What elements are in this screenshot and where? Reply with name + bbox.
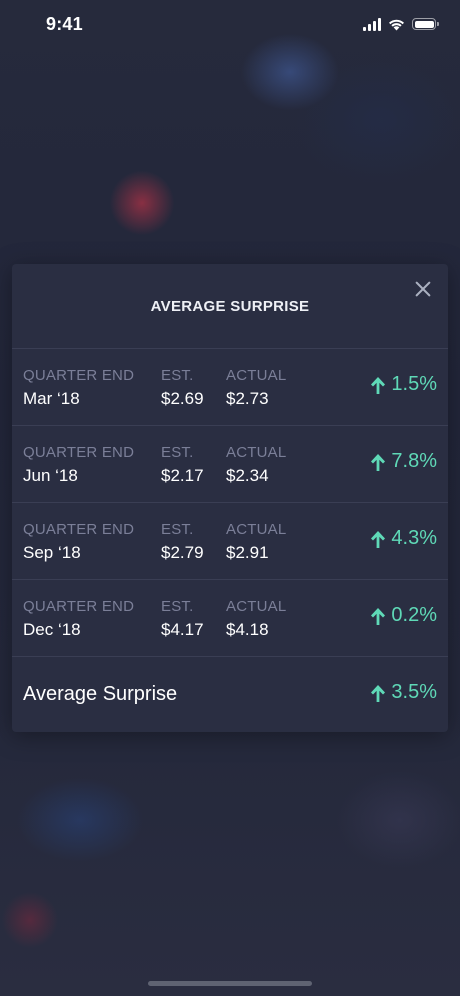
table-row: QUARTER END EST. ACTUAL Dec ‘18 $4.17 $4… <box>12 580 448 657</box>
est-label: EST. <box>161 521 194 538</box>
arrow-up-icon <box>371 684 386 702</box>
surprise-value: 0.2% <box>369 604 437 627</box>
sheet-header: AVERAGE SURPRISE <box>12 264 448 349</box>
quarter-end-label: QUARTER END <box>23 598 135 615</box>
est-label: EST. <box>161 598 194 615</box>
quarter-value: Jun ‘18 <box>23 466 78 485</box>
table-row: QUARTER END EST. ACTUAL Jun ‘18 $2.17 $2… <box>12 426 448 503</box>
status-bar: 9:41 <box>0 0 460 48</box>
arrow-up-icon <box>371 453 386 471</box>
average-surprise-row: Average Surprise 3.5% <box>12 657 448 733</box>
surprise-value: 4.3% <box>369 527 437 550</box>
arrow-up-icon <box>371 607 386 625</box>
actual-value: $4.18 <box>226 620 269 639</box>
surprise-percent: 1.5% <box>391 373 437 395</box>
average-surprise-percent: 3.5% <box>391 681 437 703</box>
average-surprise-sheet: AVERAGE SURPRISE QUARTER END EST. ACTUAL… <box>12 264 448 732</box>
sheet-title: AVERAGE SURPRISE <box>150 298 310 315</box>
actual-value: $2.34 <box>226 466 269 485</box>
est-label: EST. <box>161 367 194 384</box>
quarter-end-label: QUARTER END <box>23 444 135 461</box>
wifi-icon <box>389 19 404 30</box>
arrow-up-icon <box>371 376 386 394</box>
surprise-percent: 7.8% <box>391 450 437 472</box>
surprise-value: 7.8% <box>369 450 437 473</box>
arrow-up-icon <box>371 530 386 548</box>
quarter-value: Mar ‘18 <box>23 389 80 408</box>
actual-label: ACTUAL <box>226 598 287 615</box>
est-value: $2.17 <box>161 466 204 485</box>
quarter-value: Dec ‘18 <box>23 620 81 639</box>
cellular-signal-icon <box>363 17 381 31</box>
surprise-value: 1.5% <box>369 373 437 396</box>
average-surprise-label: Average Surprise <box>23 683 178 705</box>
battery-icon <box>412 18 439 30</box>
actual-value: $2.91 <box>226 543 269 562</box>
average-surprise-value: 3.5% <box>369 681 437 704</box>
quarter-value: Sep ‘18 <box>23 543 81 562</box>
est-value: $4.17 <box>161 620 204 639</box>
actual-label: ACTUAL <box>226 444 287 461</box>
est-label: EST. <box>161 444 194 461</box>
surprise-percent: 4.3% <box>391 527 437 549</box>
home-indicator[interactable] <box>148 981 312 986</box>
est-value: $2.79 <box>161 543 204 562</box>
status-icons <box>363 16 439 32</box>
surprise-percent: 0.2% <box>391 604 437 626</box>
table-row: QUARTER END EST. ACTUAL Mar ‘18 $2.69 $2… <box>12 349 448 426</box>
actual-label: ACTUAL <box>226 521 287 538</box>
est-value: $2.69 <box>161 389 204 408</box>
table-row: QUARTER END EST. ACTUAL Sep ‘18 $2.79 $2… <box>12 503 448 580</box>
status-time: 9:41 <box>46 14 83 34</box>
quarter-end-label: QUARTER END <box>23 367 135 384</box>
actual-value: $2.73 <box>226 389 269 408</box>
close-icon[interactable] <box>412 278 434 300</box>
actual-label: ACTUAL <box>226 367 287 384</box>
quarter-end-label: QUARTER END <box>23 521 135 538</box>
